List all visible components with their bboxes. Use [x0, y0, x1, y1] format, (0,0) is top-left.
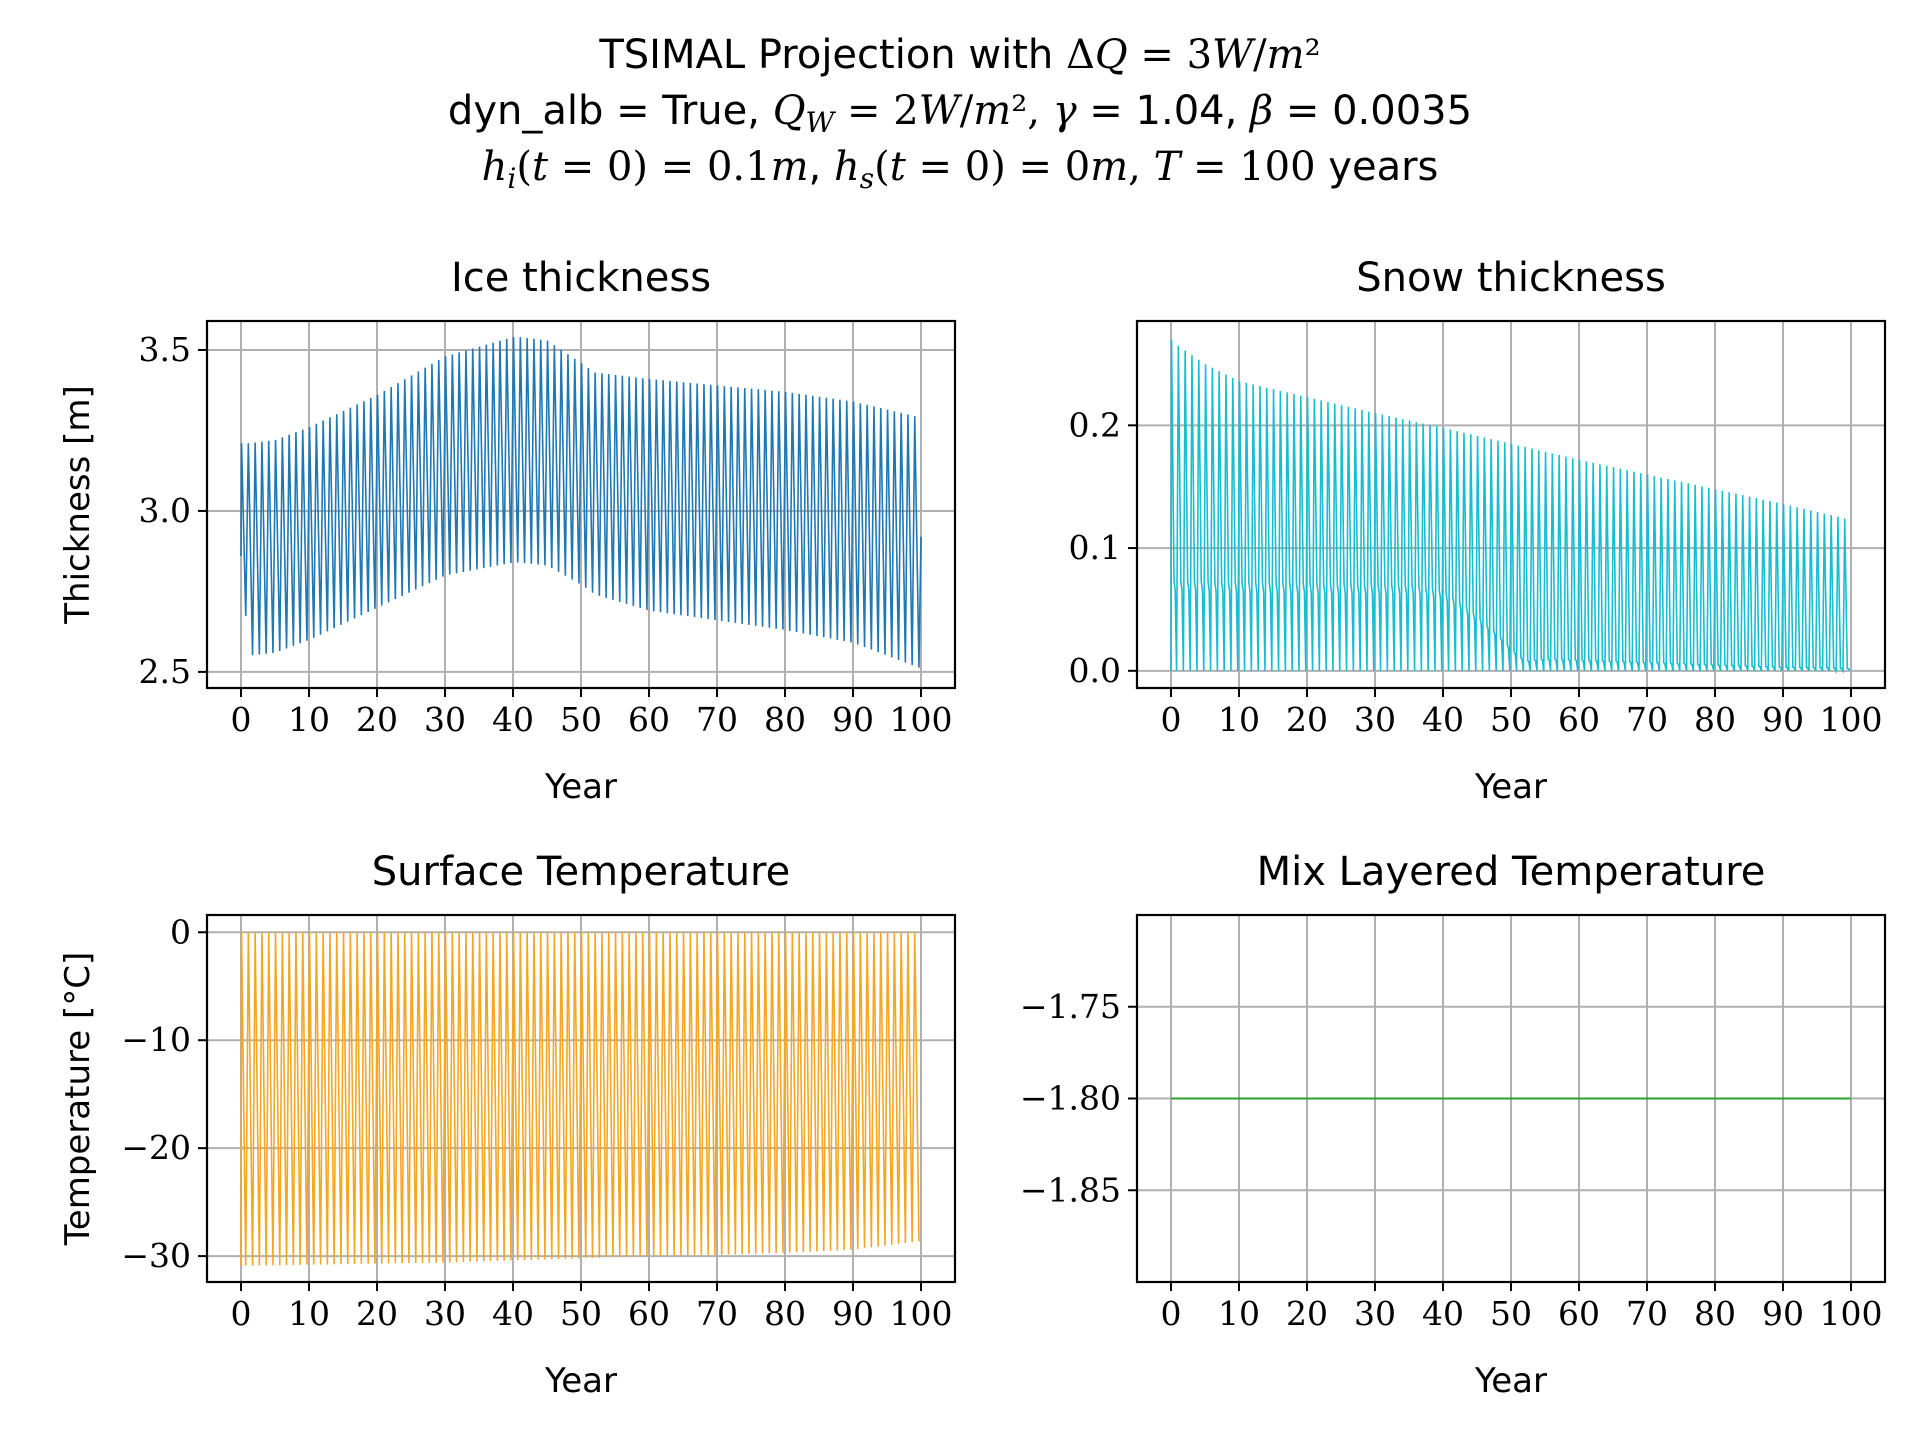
x-tick-label: 40 — [492, 700, 534, 739]
x-tick-label: 10 — [288, 700, 330, 739]
x-tick-label: 100 — [890, 700, 953, 739]
x-tick-label: 20 — [356, 1294, 398, 1333]
panel-title: Snow thickness — [1356, 255, 1666, 301]
x-tick-label: 70 — [1626, 1294, 1668, 1333]
y-tick-label: −1.75 — [1020, 987, 1121, 1026]
x-tick-label: 40 — [1422, 1294, 1464, 1333]
x-tick-label: 30 — [424, 1294, 466, 1333]
y-axis-label: Thickness [m] — [58, 385, 98, 625]
figure-title-line-2: dyn_alb = True, QW = 2W/m², γ = 1.04, β … — [448, 88, 1472, 139]
x-tick-label: 50 — [560, 1294, 602, 1333]
figure-title-line-3: hi(t = 0) = 0.1m, hs(t = 0) = 0m, T = 10… — [482, 144, 1439, 195]
y-tick-label: −10 — [121, 1020, 191, 1059]
x-tick-label: 10 — [1218, 1294, 1260, 1333]
y-tick-label: 0.1 — [1069, 528, 1121, 567]
y-tick-label: 0 — [170, 912, 191, 951]
y-tick-label: 0.0 — [1069, 651, 1121, 690]
x-tick-label: 60 — [1558, 1294, 1600, 1333]
series-line — [240, 337, 922, 668]
x-tick-label: 10 — [1218, 700, 1260, 739]
x-tick-label: 90 — [1762, 1294, 1804, 1333]
y-tick-label: 0.2 — [1069, 405, 1121, 444]
panel-title: Mix Layered Temperature — [1257, 849, 1766, 895]
y-tick-label: 2.5 — [139, 652, 191, 691]
x-axis-label: Year — [1474, 1361, 1547, 1401]
chart-panel-mixed: 0 10 20 30 40 50 60 70 80 90 100 −1.75 −1.80 −1.85 Mix… — [1020, 849, 1887, 1401]
x-tick-label: 20 — [1286, 1294, 1328, 1333]
x-tick-label: 0 — [231, 700, 252, 739]
x-tick-label: 10 — [288, 1294, 330, 1333]
series-line — [240, 932, 920, 1266]
x-tick-label: 80 — [1694, 700, 1736, 739]
x-tick-label: 50 — [560, 700, 602, 739]
x-tick-label: 80 — [764, 1294, 806, 1333]
y-tick-label: −1.85 — [1020, 1170, 1121, 1209]
x-tick-label: 40 — [492, 1294, 534, 1333]
series-line — [1170, 339, 1851, 674]
x-tick-label: 0 — [231, 1294, 252, 1333]
x-tick-label: 100 — [1820, 1294, 1883, 1333]
x-tick-label: 60 — [628, 700, 670, 739]
x-tick-label: 30 — [1354, 1294, 1396, 1333]
x-tick-label: 30 — [1354, 700, 1396, 739]
y-axis-label: Temperature [°C] — [58, 952, 98, 1246]
x-tick-label: 100 — [1820, 700, 1883, 739]
chart-panel-snow: 0 10 20 30 40 50 60 70 80 90 100 0.0 0.1 0.2 Snow thic… — [1069, 255, 1887, 807]
x-tick-label: 50 — [1490, 1294, 1532, 1333]
chart-panel-surface: 0 10 20 30 40 50 60 70 80 90 100 0 −10 −20 −30 Surface … — [58, 849, 957, 1401]
x-tick-label: 80 — [764, 700, 806, 739]
x-tick-label: 70 — [696, 1294, 738, 1333]
x-tick-label: 20 — [356, 700, 398, 739]
figure-title: TSIMAL Projection with ΔQ = 3W/m² dyn_al… — [448, 32, 1472, 195]
x-tick-label: 90 — [1762, 700, 1804, 739]
x-axis-label: Year — [544, 1361, 617, 1401]
x-tick-label: 90 — [832, 1294, 874, 1333]
x-tick-label: 70 — [1626, 700, 1668, 739]
x-tick-label: 30 — [424, 700, 466, 739]
x-tick-label: 20 — [1286, 700, 1328, 739]
y-tick-label: 3.0 — [139, 491, 191, 530]
y-tick-label: −1.80 — [1020, 1079, 1121, 1118]
x-tick-label: 40 — [1422, 700, 1464, 739]
y-tick-label: 3.5 — [139, 330, 191, 369]
y-tick-label: −20 — [121, 1128, 191, 1167]
x-tick-label: 50 — [1490, 700, 1532, 739]
x-tick-label: 60 — [1558, 700, 1600, 739]
x-tick-label: 90 — [832, 700, 874, 739]
x-axis-label: Year — [544, 767, 617, 807]
x-tick-label: 80 — [1694, 1294, 1736, 1333]
x-tick-label: 70 — [696, 700, 738, 739]
x-tick-label: 100 — [890, 1294, 953, 1333]
chart-panel-ice: 0 10 20 30 40 50 60 70 80 90 100 2.5 3.0 3.5 Ice thick… — [58, 255, 957, 807]
x-tick-label: 0 — [1161, 1294, 1182, 1333]
panel-title: Ice thickness — [451, 255, 711, 301]
x-tick-label: 0 — [1161, 700, 1182, 739]
y-tick-label: −30 — [121, 1236, 191, 1275]
x-axis-label: Year — [1474, 767, 1547, 807]
figure-title-line-1: TSIMAL Projection with ΔQ = 3W/m² — [598, 32, 1320, 78]
x-tick-label: 60 — [628, 1294, 670, 1333]
panel-title: Surface Temperature — [372, 849, 790, 895]
